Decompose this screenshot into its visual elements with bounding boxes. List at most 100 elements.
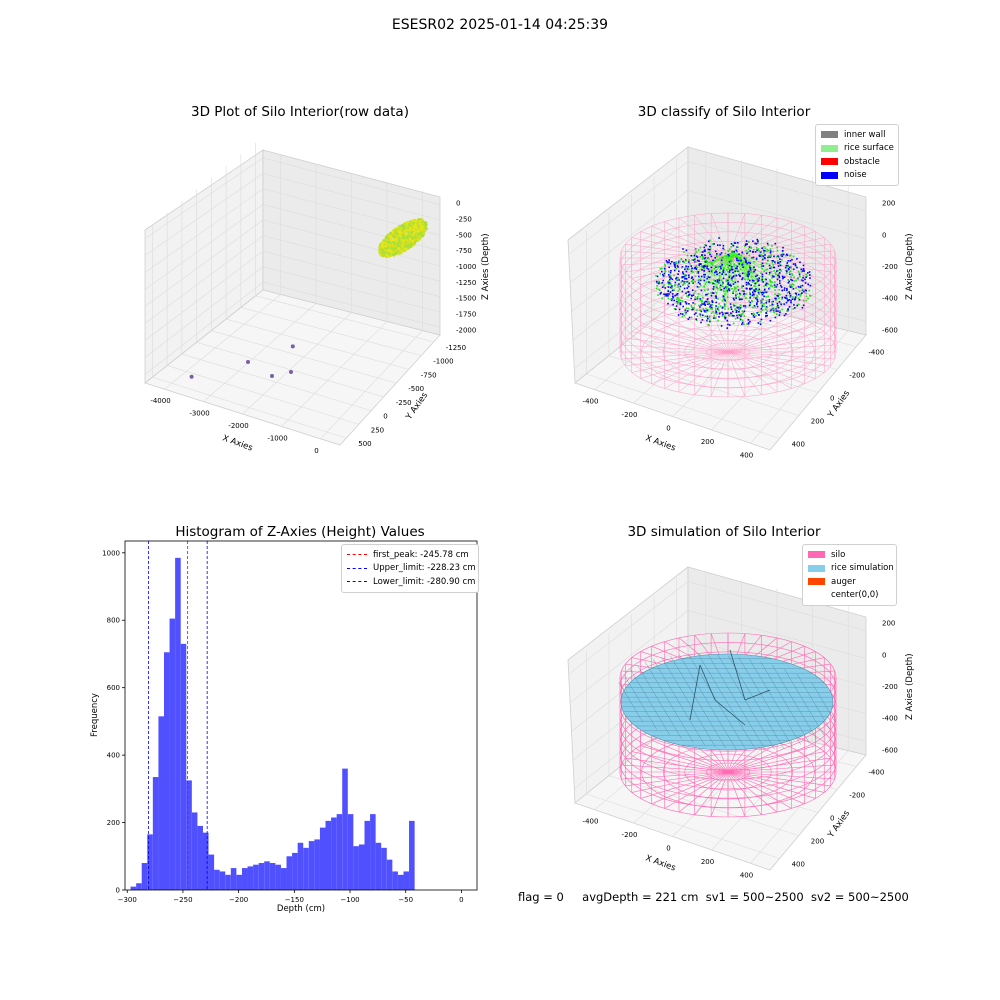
noise-point: [727, 282, 730, 284]
noise-point: [721, 311, 723, 314]
inner-wall-spoke: [710, 213, 729, 259]
noise-point: [720, 252, 723, 254]
noise-point: [703, 276, 706, 278]
rice-surface-point: [774, 272, 777, 274]
noise-point: [690, 277, 693, 279]
noise-point: [731, 314, 734, 317]
rice-surface-point: [768, 287, 771, 289]
raw-xtick: 0: [314, 447, 318, 455]
histogram-bar: [314, 839, 320, 890]
noise-point: [792, 268, 795, 271]
rice-surface-point: [743, 323, 745, 325]
noise-point: [708, 281, 710, 283]
noise-point: [683, 275, 685, 278]
rice-surface-point: [699, 314, 702, 317]
noise-point: [787, 308, 789, 310]
rice-surface-point: [796, 294, 798, 297]
noise-point: [749, 268, 752, 271]
noise-point: [722, 269, 725, 272]
noise-point: [729, 324, 731, 326]
rice-surface-point: [739, 304, 742, 307]
noise-point: [752, 251, 754, 253]
rice-surface-point: [760, 255, 763, 258]
rice-surface-point: [767, 259, 769, 262]
rice-surface-point: [676, 303, 679, 305]
histogram-bar: [264, 861, 270, 890]
noise-point: [702, 265, 705, 268]
histogram-bar: [230, 868, 237, 890]
raw-ztick: -500: [456, 231, 472, 239]
rice-surface-point: [685, 313, 687, 315]
rice-surface-point: [676, 294, 679, 297]
rice-surface-point: [789, 270, 792, 272]
rice-surface-point: [668, 280, 671, 282]
rice-surface-point: [761, 267, 764, 270]
rice-surface-point: [707, 292, 710, 295]
noise-point: [685, 302, 688, 304]
rice-surface-point: [776, 285, 779, 287]
rice-surface-point: [675, 261, 678, 263]
rice-surface-point: [720, 265, 722, 267]
rice-surface-point: [676, 262, 678, 265]
inner-wall-spoke: [640, 257, 729, 285]
rice-surface-point: [771, 301, 773, 303]
raw-outlier-point: [290, 344, 295, 349]
noise-point: [687, 291, 690, 293]
rice-simulation-surface: [618, 649, 836, 751]
rice-surface-point: [740, 254, 742, 257]
rice-surface-point: [714, 309, 717, 311]
raw-scan-point: [382, 241, 386, 245]
rice-surface-point: [703, 268, 706, 270]
rice-surface-point: [677, 284, 679, 286]
noise-point: [665, 295, 668, 297]
simulation-legend: silo rice simulation auger center(0,0): [802, 544, 897, 606]
rice-surface-point: [687, 296, 689, 298]
raw-scan-point: [415, 232, 418, 235]
noise-point: [729, 269, 731, 272]
rice-surface-point: [719, 305, 722, 307]
rice-surface-ray: [732, 251, 756, 286]
noise-point: [732, 283, 735, 285]
noise-point: [780, 303, 783, 306]
rice-surface-point: [708, 251, 711, 254]
rice-surface-point: [754, 285, 757, 288]
noise-point: [781, 275, 784, 278]
histogram-bar: [236, 874, 242, 890]
rice-surface-point: [727, 308, 730, 310]
rice-surface-point: [709, 319, 711, 321]
rice-surface-point: [745, 249, 748, 252]
rice-surface-point: [693, 307, 695, 309]
noise-point: [705, 244, 707, 247]
histogram-bar: [347, 814, 354, 890]
rice-surface-point: [781, 298, 783, 300]
noise-point: [744, 244, 747, 246]
rice-surface-point: [664, 265, 666, 267]
histogram-title: Histogram of Z-Axies (Height) Values: [175, 524, 425, 540]
noise-point: [779, 284, 782, 287]
noise-point: [692, 294, 695, 296]
histogram-bar: [275, 864, 281, 890]
raw-ztick: -2000: [456, 326, 476, 334]
histogram-bar: [202, 832, 209, 890]
noise-point: [749, 287, 751, 290]
noise-point: [694, 298, 696, 301]
noise-point: [710, 294, 713, 297]
noise-point: [684, 259, 687, 261]
noise-point: [728, 254, 730, 257]
noise-point: [805, 289, 807, 292]
inner-wall-spoke: [678, 311, 729, 353]
legend-item-auger: auger: [808, 575, 891, 589]
silo-spoke: [727, 771, 816, 799]
noise-point: [692, 259, 695, 261]
noise-point: [788, 268, 790, 271]
noise-point: [733, 299, 735, 301]
rice-surface-point: [698, 279, 701, 282]
legend-label-rice-surface: rice surface: [844, 143, 894, 154]
rice-surface-point: [730, 264, 732, 267]
noise-point: [748, 304, 751, 307]
noise-point: [760, 308, 763, 310]
noise-point: [686, 287, 688, 289]
rice-surface-point: [761, 264, 763, 267]
noise-point: [777, 274, 779, 277]
rice-surface-point: [758, 279, 761, 282]
